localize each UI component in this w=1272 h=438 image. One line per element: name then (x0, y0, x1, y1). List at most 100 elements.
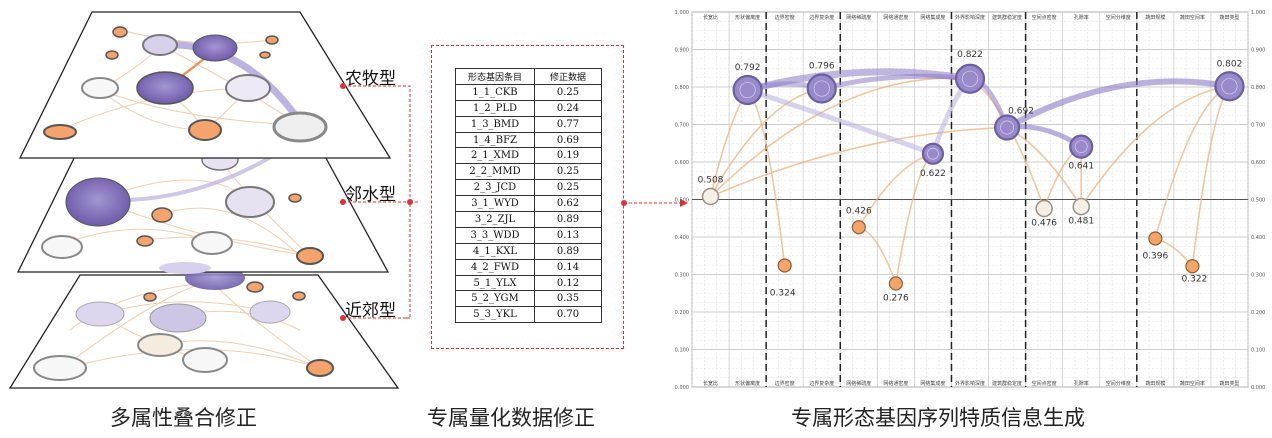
category-label-bottom: 孔隙率 (1074, 380, 1089, 387)
data-label: 0.692 (1008, 107, 1034, 117)
category-label-top: 网络集成度 (920, 14, 945, 21)
category-label-bottom: 外界影响深度 (955, 380, 985, 387)
data-label: 0.802 (1217, 59, 1243, 69)
corrected-value-cell: 0.19 (535, 148, 602, 164)
y-tick-label-right: 0.700 (1251, 123, 1265, 129)
data-point (1070, 136, 1092, 158)
category-label-bottom: 建筑群稳定度 (992, 380, 1022, 387)
corrected-value-cell: 0.89 (535, 243, 602, 259)
table-row: 4_1_KXL 0.89 (456, 243, 602, 259)
corrected-value-cell: 0.25 (535, 164, 602, 180)
gene-item-cell: 4_2_FWD (456, 259, 535, 275)
gene-sequence-chart: 0.000 0.000 0.100 0.100 0.200 0.200 0.300 0.300… (668, 2, 1272, 398)
corrected-value-cell: 0.69 (535, 132, 602, 148)
data-point (734, 76, 762, 104)
table-row: 4_2_FWD 0.14 (456, 259, 602, 275)
category-label-bottom: 边界复杂度 (809, 380, 834, 387)
corrected-value-cell: 0.12 (535, 275, 602, 291)
category-label-top: 空间点密度 (1032, 14, 1057, 21)
table-header-row: 形态基因条目 修正数据 (456, 69, 602, 85)
category-label-top: 形状偏离度 (735, 14, 760, 21)
corrected-value-cell: 0.25 (535, 84, 602, 100)
data-label: 0.396 (1142, 252, 1168, 262)
y-tick-label-left: 0.400 (675, 235, 689, 241)
table-row: 2_3_JCD 0.25 (456, 180, 602, 196)
table-row: 2_1_XMD 0.19 (456, 148, 602, 164)
table-row: 1_4_BFZ 0.69 (456, 132, 602, 148)
category-label-bottom: 网络通密度 (883, 380, 908, 387)
data-label: 0.641 (1068, 162, 1094, 172)
y-tick-label-right: 0.000 (1251, 385, 1265, 391)
data-label: 0.822 (957, 50, 983, 60)
data-point (1215, 72, 1243, 100)
category-label-top: 边界密度 (775, 14, 795, 21)
corrected-value-cell: 0.77 (535, 116, 602, 132)
y-tick-label-left: 0.800 (675, 85, 689, 91)
y-tick-label-left: 0.900 (675, 48, 689, 54)
corrected-value-cell: 0.14 (535, 259, 602, 275)
table-row: 5_1_YLX 0.12 (456, 275, 602, 291)
data-point (852, 221, 865, 234)
layer-top (20, 12, 390, 158)
category-label-bottom: 蔬田规模 (1145, 380, 1165, 387)
y-tick-label-right: 1.000 (1251, 10, 1265, 16)
corrected-value-cell: 0.13 (535, 227, 602, 243)
y-tick-label-left: 0.100 (675, 348, 689, 354)
y-tick-label-left: 0.300 (675, 273, 689, 279)
data-label: 0.322 (1182, 274, 1208, 284)
data-label: 0.426 (846, 206, 872, 216)
gene-item-cell: 5_1_YLX (456, 275, 535, 291)
data-point (1073, 199, 1089, 215)
table-row: 3_3_WDD 0.13 (456, 227, 602, 243)
gene-item-cell: 5_2_YGM (456, 291, 535, 307)
gene-item-cell: 2_3_JCD (456, 180, 535, 196)
y-tick-label-left: 0.600 (675, 160, 689, 166)
header-corrected-value: 修正数据 (535, 69, 602, 85)
y-tick-label-left: 0.500 (675, 198, 689, 204)
gene-item-cell: 5_3_YKL (456, 307, 535, 323)
category-label-bottom: 网络集成度 (920, 380, 945, 387)
data-point (1036, 201, 1052, 217)
data-label: 0.324 (770, 289, 796, 299)
gene-table: 形态基因条目 修正数据 1_1_CKB 0.25 1_2_PLD 0.24 1_3_BM… (455, 68, 602, 323)
data-label: 0.481 (1068, 217, 1094, 227)
category-label-bottom: 边界密度 (775, 380, 795, 387)
category-label-top: 网络通密度 (883, 14, 908, 21)
table-row: 3_2_ZJL 0.89 (456, 212, 602, 228)
category-label-top: 空间分维度 (1106, 14, 1131, 21)
y-tick-label-right: 0.200 (1251, 310, 1265, 316)
category-label-bottom: 长宽比 (703, 380, 718, 387)
table-row: 5_2_YGM 0.35 (456, 291, 602, 307)
category-label-top: 边界复杂度 (809, 14, 834, 21)
category-label-top: 长宽比 (703, 14, 718, 21)
y-tick-label-left: 1.000 (675, 10, 689, 16)
corrected-value-cell: 0.62 (535, 196, 602, 212)
data-label: 0.622 (920, 169, 946, 179)
corrected-value-cell: 0.24 (535, 100, 602, 116)
category-label-top: 建筑群稳定度 (992, 14, 1022, 21)
gene-item-cell: 3_1_WYD (456, 196, 535, 212)
data-point (1149, 232, 1162, 245)
category-label-top: 蔬田规模 (1145, 14, 1165, 21)
y-tick-label-right: 0.100 (1251, 348, 1265, 354)
gene-item-cell: 3_3_WDD (456, 227, 535, 243)
category-label-bottom: 蔬田空间率 (1180, 380, 1205, 387)
gene-item-cell: 1_2_PLD (456, 100, 535, 116)
table-row: 3_1_WYD 0.62 (456, 196, 602, 212)
layer-label-suburban: 近郊型 (345, 296, 396, 321)
data-point (923, 144, 943, 164)
table-row: 1_3_BMD 0.77 (456, 116, 602, 132)
corrected-value-cell: 0.89 (535, 212, 602, 228)
layer-label-waterside: 邻水型 (345, 180, 396, 205)
table-row: 1_1_CKB 0.25 (456, 84, 602, 100)
gene-item-cell: 4_1_KXL (456, 243, 535, 259)
category-label-bottom: 网络稀疏度 (846, 380, 871, 387)
gene-table-panel: 形态基因条目 修正数据 1_1_CKB 0.25 1_2_PLD 0.24 1_3_BM… (431, 45, 624, 349)
category-label-top: 外界影响深度 (955, 14, 985, 21)
data-label: 0.796 (809, 62, 835, 72)
category-label-top: 蔬田类型 (1219, 14, 1239, 21)
data-label: 0.276 (883, 294, 909, 304)
y-tick-label-left: 0.000 (675, 385, 689, 391)
layer-label-farming: 农牧型 (345, 64, 396, 89)
caption-left: 多属性叠合修正 (110, 402, 257, 432)
